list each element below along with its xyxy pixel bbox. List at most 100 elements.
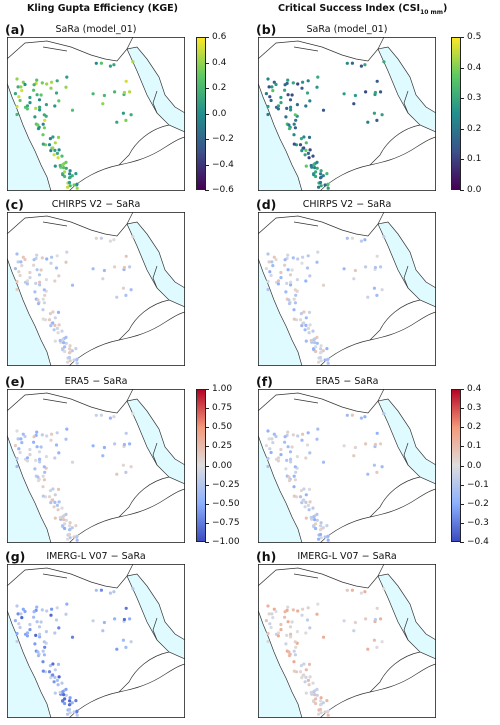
colorbar-tick-label: −1.00 bbox=[205, 537, 240, 547]
station-point bbox=[53, 316, 57, 320]
red-sea bbox=[258, 434, 303, 543]
country-border bbox=[118, 299, 170, 341]
station-point bbox=[286, 430, 290, 434]
station-point bbox=[32, 435, 36, 439]
station-point bbox=[380, 113, 384, 117]
station-point bbox=[283, 435, 287, 439]
station-point bbox=[57, 500, 61, 504]
station-point bbox=[269, 450, 273, 455]
station-point bbox=[372, 286, 376, 290]
station-point bbox=[305, 618, 310, 622]
station-point bbox=[316, 250, 320, 254]
station-point bbox=[36, 123, 40, 127]
station-point bbox=[55, 431, 59, 435]
station-point bbox=[290, 445, 294, 449]
station-point bbox=[129, 113, 133, 117]
station-point bbox=[312, 338, 316, 342]
station-point bbox=[296, 609, 300, 613]
station-point bbox=[62, 341, 66, 345]
station-point bbox=[68, 711, 72, 715]
station-point bbox=[47, 670, 52, 674]
colorbar-tick-label: −0.2 bbox=[460, 498, 489, 509]
station-point bbox=[18, 273, 22, 278]
station-point bbox=[269, 625, 273, 630]
station-point bbox=[28, 628, 32, 632]
station-point bbox=[53, 456, 57, 460]
station-point bbox=[319, 699, 323, 703]
station-point bbox=[21, 255, 25, 259]
station-point bbox=[304, 141, 308, 145]
station-point bbox=[67, 351, 72, 355]
station-point bbox=[60, 681, 64, 685]
station-point bbox=[295, 278, 299, 282]
station-point bbox=[37, 273, 42, 277]
station-point bbox=[94, 413, 98, 417]
station-point bbox=[306, 254, 310, 258]
persian-gulf bbox=[377, 46, 436, 133]
station-point bbox=[128, 442, 132, 446]
station-point bbox=[283, 440, 287, 444]
station-point bbox=[352, 277, 356, 281]
station-point bbox=[67, 707, 72, 712]
station-point bbox=[32, 440, 36, 444]
station-point bbox=[56, 683, 60, 687]
station-point bbox=[58, 338, 62, 343]
country-border bbox=[68, 136, 185, 191]
station-point bbox=[266, 252, 270, 256]
persian-gulf bbox=[126, 221, 185, 308]
station-point bbox=[49, 86, 53, 90]
station-point bbox=[75, 361, 79, 365]
station-point bbox=[300, 149, 304, 153]
station-point bbox=[292, 649, 296, 653]
station-point bbox=[65, 602, 69, 606]
station-point bbox=[366, 120, 370, 124]
station-point bbox=[17, 270, 21, 274]
station-point bbox=[295, 455, 299, 459]
station-point bbox=[99, 413, 103, 417]
station-point bbox=[13, 619, 17, 623]
colorbar-tick-label: 0.75 bbox=[204, 403, 233, 414]
csi-title-main: Critical Success Index (CSI bbox=[278, 3, 421, 14]
station-point bbox=[37, 625, 42, 629]
persian-gulf bbox=[126, 398, 185, 485]
station-point bbox=[303, 153, 307, 157]
station-point bbox=[68, 524, 72, 528]
station-point bbox=[40, 433, 44, 437]
station-point bbox=[266, 112, 270, 117]
station-point bbox=[115, 120, 119, 124]
station-point bbox=[270, 437, 274, 441]
station-point bbox=[58, 163, 62, 168]
panel-letter-a: (a) bbox=[5, 22, 25, 37]
station-point bbox=[50, 607, 54, 611]
station-point bbox=[363, 590, 367, 594]
station-point bbox=[38, 105, 42, 109]
station-point bbox=[274, 257, 278, 262]
station-point bbox=[129, 288, 133, 292]
station-point bbox=[15, 631, 19, 636]
station-point bbox=[15, 604, 19, 608]
station-point bbox=[314, 522, 318, 526]
station-point bbox=[108, 591, 112, 595]
country-border bbox=[7, 40, 128, 62]
map-e bbox=[7, 389, 185, 543]
station-point bbox=[315, 85, 319, 89]
station-point bbox=[266, 279, 270, 284]
station-point bbox=[75, 357, 79, 361]
station-point bbox=[45, 82, 49, 86]
station-point bbox=[41, 485, 45, 489]
station-point bbox=[51, 135, 55, 139]
station-point bbox=[268, 95, 272, 99]
station-point bbox=[304, 323, 308, 327]
station-point bbox=[312, 163, 316, 167]
station-point bbox=[32, 610, 36, 614]
station-point bbox=[364, 442, 368, 446]
station-point bbox=[55, 503, 60, 507]
station-point bbox=[36, 475, 40, 479]
station-point bbox=[276, 282, 280, 286]
station-point bbox=[15, 112, 19, 117]
station-point bbox=[122, 442, 126, 447]
station-point bbox=[36, 650, 40, 654]
station-point bbox=[43, 293, 47, 297]
station-point bbox=[50, 432, 54, 436]
station-point bbox=[291, 433, 295, 437]
